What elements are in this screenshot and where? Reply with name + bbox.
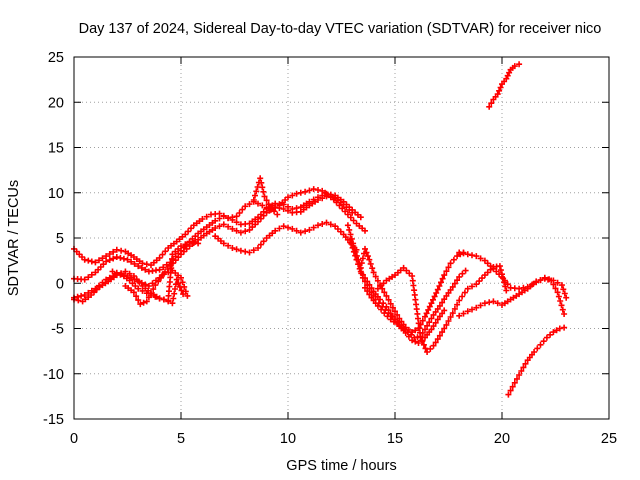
series-arc-3 <box>71 193 356 301</box>
series-arc-8 <box>250 175 281 218</box>
y-tick-label: 10 <box>48 186 64 202</box>
series-arc-15 <box>456 275 568 319</box>
chart-title: Day 137 of 2024, Sidereal Day-to-day VTE… <box>79 21 602 37</box>
series-arc-13 <box>374 263 510 355</box>
series-arc-16 <box>505 324 568 398</box>
x-tick-label: 10 <box>280 431 296 447</box>
y-tick-label: -15 <box>43 412 64 428</box>
grid-lines <box>74 57 609 419</box>
y-tick-label: -5 <box>51 322 64 338</box>
x-tick-label: 25 <box>601 431 617 447</box>
axis-ticks <box>73 56 610 420</box>
series-arc-11 <box>357 268 448 346</box>
data-point-markers <box>505 324 568 398</box>
y-tick-labels: -15 -10 -5 0 5 10 15 20 25 <box>43 50 64 428</box>
data-point-markers <box>357 268 448 346</box>
x-tick-label: 20 <box>494 431 510 447</box>
data-point-markers <box>122 267 191 308</box>
y-tick-label: 0 <box>56 276 64 292</box>
data-point-markers <box>212 219 360 256</box>
y-tick-label: 20 <box>48 95 64 111</box>
data-point-markers <box>71 193 356 301</box>
data-point-markers <box>456 275 568 319</box>
series-arc-6 <box>122 267 191 308</box>
x-tick-label: 0 <box>70 431 78 447</box>
data-points <box>71 61 570 398</box>
data-point-markers <box>456 249 570 301</box>
y-tick-label: 5 <box>56 231 64 247</box>
x-tick-labels: 0 5 10 15 20 25 <box>70 431 617 447</box>
data-point-markers <box>374 263 510 355</box>
y-tick-label: -10 <box>43 367 64 383</box>
series-arc-7 <box>212 219 360 256</box>
y-tick-label: 15 <box>48 141 64 157</box>
data-point-markers <box>250 175 281 218</box>
series-arc-14 <box>456 249 570 301</box>
data-point-markers <box>486 61 523 110</box>
series-arc-12 <box>362 284 405 332</box>
x-tick-label: 15 <box>387 431 403 447</box>
data-point-markers <box>362 284 405 332</box>
x-tick-label: 5 <box>177 431 185 447</box>
y-tick-label: 25 <box>48 50 64 66</box>
y-axis-label: SDTVAR / TECUs <box>6 180 22 296</box>
series-arc-17 <box>486 61 523 110</box>
x-axis-label: GPS time / hours <box>286 458 396 474</box>
